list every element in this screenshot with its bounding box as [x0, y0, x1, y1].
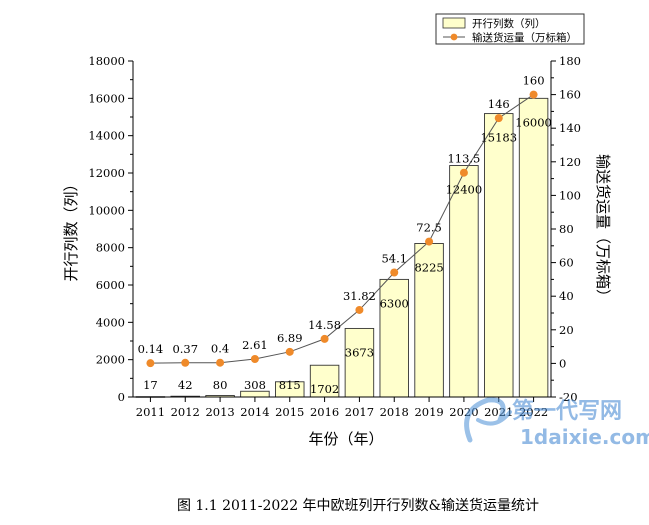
y-tick-label: 8000 — [96, 241, 125, 255]
bar-2019 — [414, 243, 444, 398]
bar-value-label-2013: 80 — [213, 378, 228, 392]
bar-2021 — [484, 113, 514, 398]
bar-2020 — [449, 165, 479, 398]
y2-tick-label: -20 — [559, 390, 578, 404]
line-point-2011 — [146, 359, 155, 368]
x-axis-label: 年份（年） — [308, 430, 383, 448]
line-point-2020 — [459, 168, 468, 177]
y-tick-label: 16000 — [88, 91, 125, 105]
y-tick-label: 6000 — [96, 278, 125, 292]
bar-2018 — [379, 278, 409, 398]
freight-line — [150, 94, 534, 364]
figure-caption: 图 1.1 2011-2022 年中欧班列开行列数&输送货运量统计 — [177, 497, 539, 514]
y-tick-label: 14000 — [88, 129, 125, 143]
y-tick-label: 4000 — [96, 315, 125, 329]
line-point-2022 — [529, 90, 538, 99]
line-value-label-2018: 54.1 — [381, 252, 407, 266]
x-tick-label: 2015 — [275, 405, 304, 419]
y2-axis-label: 输送货运量（万标箱） — [594, 154, 612, 304]
y2-tick-label: 180 — [559, 54, 581, 68]
y-tick-label: 12000 — [88, 166, 125, 180]
line-value-label-2022: 160 — [523, 74, 545, 88]
bar-value-label-2012: 42 — [178, 378, 193, 392]
line-value-label-2016: 14.58 — [308, 318, 341, 332]
line-series — [146, 90, 538, 368]
x-tick-label: 2018 — [380, 405, 409, 419]
line-value-label-2019: 72.5 — [416, 221, 442, 235]
y2-tick-label: 160 — [559, 88, 581, 102]
line-value-label-2021: 146 — [488, 97, 510, 111]
y2-tick-label: 120 — [559, 155, 581, 169]
y2-tick-label: 0 — [559, 356, 566, 370]
bar-value-label-2014: 308 — [244, 378, 266, 392]
bar-value-label-2021: 15183 — [480, 131, 517, 145]
x-tick-label: 2012 — [171, 405, 200, 419]
y2-tick-label: 20 — [559, 323, 574, 337]
line-value-label-2017: 31.82 — [343, 289, 376, 303]
bar-value-label-2017: 3673 — [345, 345, 374, 359]
watermark-brand: 第一代写网 — [512, 398, 622, 424]
y2-tick-label: 80 — [559, 222, 574, 236]
bar-value-label-2015: 815 — [279, 378, 301, 392]
bar-value-label-2011: 17 — [143, 378, 158, 392]
bar-value-label-2016: 1702 — [310, 382, 339, 396]
x-tick-label: 2022 — [519, 405, 548, 419]
legend-line-label: 输送货运量（万标箱） — [472, 31, 577, 44]
line-value-label-2015: 6.89 — [277, 331, 303, 345]
y2-tick-label: 60 — [559, 256, 574, 270]
line-point-2018 — [390, 268, 399, 277]
bar-value-label-2018: 6300 — [380, 296, 409, 310]
line-value-label-2011: 0.14 — [138, 342, 164, 356]
legend-bar-label: 开行列数（列） — [472, 17, 546, 30]
bar-2017 — [344, 327, 375, 398]
y-tick-label: 0 — [118, 390, 125, 404]
bar-series — [135, 97, 549, 398]
bar-value-label-2020: 12400 — [446, 183, 483, 197]
y-axis-label: 开行列数（列） — [62, 176, 80, 281]
y-tick-label: 2000 — [96, 353, 125, 367]
bar-2014 — [240, 390, 270, 398]
x-tick-label: 2011 — [136, 405, 165, 419]
y-tick-label: 18000 — [88, 54, 125, 68]
line-point-2012 — [181, 358, 190, 367]
y2-tick-label: 140 — [559, 121, 581, 135]
x-tick-label: 2019 — [414, 405, 443, 419]
legend-line-marker — [450, 33, 458, 41]
watermark-logo-icon — [464, 397, 512, 443]
bar-value-label-2019: 8225 — [414, 260, 443, 274]
line-point-2017 — [355, 305, 364, 314]
line-point-2016 — [320, 334, 329, 343]
y2-tick-label: 40 — [559, 289, 574, 303]
ticks: 0 2000 4000 6000 8000 10000 12000 14000 16000 180… — [88, 54, 581, 419]
y2-tick-label: 100 — [559, 188, 581, 202]
legend-bar-swatch — [442, 17, 466, 29]
watermark-url: 1daixie.com — [520, 425, 649, 449]
line-value-label-2014: 2.61 — [242, 338, 268, 352]
line-point-2015 — [285, 347, 294, 356]
legend: 开行列数（列） 输送货运量（万标箱） — [435, 13, 585, 45]
line-point-2013 — [216, 358, 225, 367]
y-tick-label: 10000 — [88, 203, 125, 217]
bar-2022 — [518, 97, 549, 398]
line-point-2019 — [425, 237, 434, 246]
line-point-2021 — [494, 114, 503, 123]
x-tick-label: 2013 — [205, 405, 234, 419]
bar-value-label-2022: 16000 — [515, 115, 552, 129]
line-value-label-2020: 113.5 — [447, 152, 480, 166]
x-tick-label: 2014 — [240, 405, 269, 419]
line-value-label-2012: 0.37 — [172, 342, 198, 356]
line-value-label-2013: 0.4 — [211, 342, 229, 356]
line-point-2014 — [250, 355, 259, 364]
data-labels: 17 42 80 308 815 1702 3673 6300 8225 12400 15183 16… — [138, 74, 552, 397]
watermark: 第一代写网 1daixie.com — [464, 397, 649, 449]
x-tick-label: 2017 — [345, 405, 374, 419]
x-tick-label: 2016 — [310, 405, 339, 419]
